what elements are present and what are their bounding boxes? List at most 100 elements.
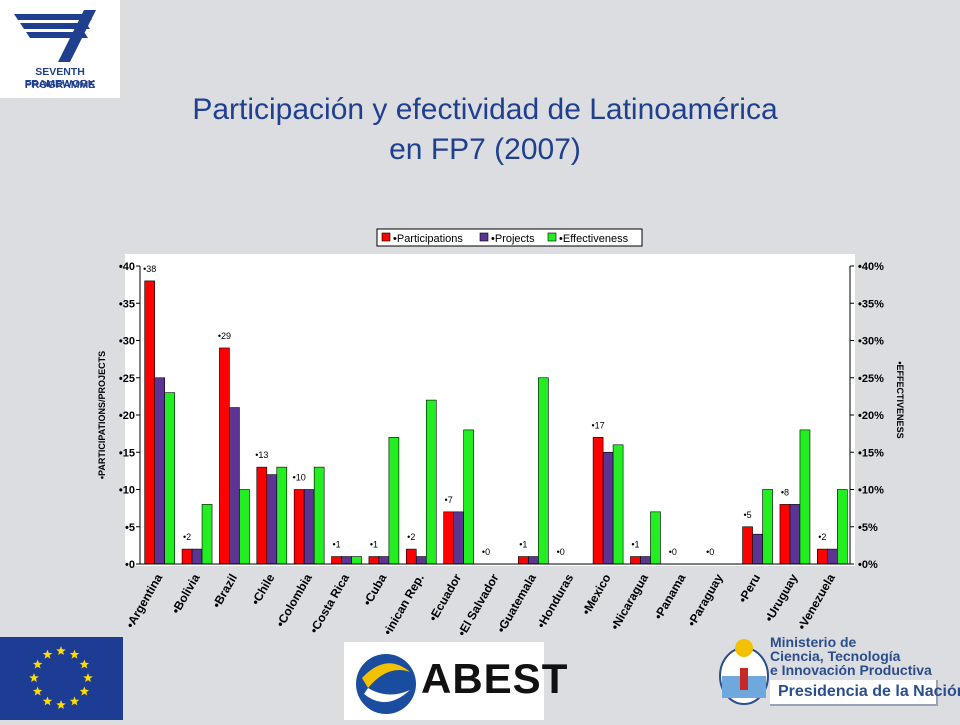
y2-tick-label: •25% xyxy=(858,373,884,385)
x-tick-label: •Ecuador xyxy=(426,571,464,624)
star-icon xyxy=(69,649,80,659)
data-label: •0 xyxy=(557,547,565,557)
bar-effectiveness xyxy=(351,556,362,565)
x-tick-label: •Colombia xyxy=(273,571,315,629)
x-tick-label: •Uruguay xyxy=(762,571,801,624)
abest-swoosh xyxy=(364,688,410,703)
bar-projects xyxy=(266,474,278,565)
x-tick-label: •Mexico xyxy=(579,572,614,618)
abest-wordmark: ABEST xyxy=(421,655,569,702)
bar-projects xyxy=(378,556,390,565)
star-icon xyxy=(32,686,43,696)
x-tick-label: •Bolivia xyxy=(169,571,203,616)
bar-projects xyxy=(602,451,614,565)
bar-participations xyxy=(630,556,641,565)
data-label: •1 xyxy=(519,540,527,550)
x-tick-label: •Guatemala xyxy=(494,571,539,635)
x-tick-label: •Chile xyxy=(248,571,277,607)
y2-tick-label: •35% xyxy=(858,298,884,310)
legend-label-projects: •Projects xyxy=(491,233,535,245)
star-icon xyxy=(42,696,53,706)
star-icon xyxy=(83,673,93,682)
data-label: •7 xyxy=(445,495,453,505)
fp7-logo: SEVENTH FRAMEWORK PROGRAMME xyxy=(0,0,120,98)
legend-swatch-effectiveness xyxy=(547,232,557,242)
data-label: •0 xyxy=(669,547,677,557)
y-tick-label: •10 xyxy=(119,485,135,497)
y2-axis-label: •EFFECTIVENESS xyxy=(895,361,905,438)
bar-participations xyxy=(181,548,193,565)
fp7-emblem xyxy=(14,10,96,62)
y-tick-label: •35 xyxy=(119,298,135,310)
y-tick-label: •30 xyxy=(119,336,135,348)
y2-tick-label: •10% xyxy=(858,485,884,497)
data-label: •17 xyxy=(592,420,605,430)
bar-projects xyxy=(827,548,838,565)
bars-group: •38 •2 •29 •13 •10 •1 •1 •2 •7 •0 •1 •0 •17 •1 •0 •0 •5 •… xyxy=(143,264,848,565)
bar-effectiveness xyxy=(612,444,624,565)
fp7-stripe xyxy=(20,23,90,29)
y-tick-label: •15 xyxy=(119,447,135,459)
data-label: •2 xyxy=(818,532,826,542)
legend-label-effectiveness: •Effectiveness xyxy=(559,233,629,245)
y2-tick-label: •5% xyxy=(858,522,878,534)
abest-circle xyxy=(356,654,416,714)
y-tick-label: •40 xyxy=(119,261,135,273)
bar-projects xyxy=(303,489,315,565)
bar-participations xyxy=(405,548,417,565)
bar-participations xyxy=(331,556,342,565)
ministry-line-3: e Innovación Productiva xyxy=(770,662,932,678)
x-tick-label: •Nicaragua xyxy=(608,571,651,632)
x-tick-label: •Paraguay xyxy=(685,571,726,629)
title-line-2: en FP7 (2007) xyxy=(389,133,581,166)
bar-participations xyxy=(443,511,454,565)
star-icon xyxy=(79,659,90,669)
y2-tick-label: •0% xyxy=(858,559,878,571)
y2-tick-label: •15% xyxy=(858,447,884,459)
data-label: •1 xyxy=(332,540,340,550)
bar-effectiveness xyxy=(762,489,773,565)
legend-box xyxy=(376,228,643,247)
fp7-seven xyxy=(58,10,96,62)
y-tick-label: •5 xyxy=(125,522,135,534)
bar-participations xyxy=(219,347,230,565)
bar-participations xyxy=(518,556,529,565)
bar-projects xyxy=(341,556,352,565)
legend-label-participations: •Participations xyxy=(393,233,463,245)
star-icon xyxy=(29,673,39,682)
chart-legend: •Participations •Projects •Effectiveness xyxy=(376,228,643,247)
data-label: •10 xyxy=(293,473,306,483)
bar-effectiveness xyxy=(650,511,661,565)
y2-tick-label: •20% xyxy=(858,410,884,422)
bar-participations xyxy=(368,556,380,565)
data-label: •1 xyxy=(370,540,378,550)
bar-projects xyxy=(528,556,539,565)
data-label: •5 xyxy=(744,510,752,520)
y-tick-label: •20 xyxy=(119,410,135,422)
bar-projects xyxy=(415,556,427,565)
y-axis-label: •PARTICIPATIONS/PROJECTS xyxy=(97,351,107,479)
data-label: •2 xyxy=(183,532,191,542)
x-tick-label: •Cuba xyxy=(360,571,389,608)
fp7-caption-line2: PROGRAMME xyxy=(24,79,96,91)
x-tick-label: •Panama xyxy=(651,571,688,622)
y-tick-label: •25 xyxy=(119,373,135,385)
y-tick-label: •0 xyxy=(125,559,135,571)
coat-of-arms-icon xyxy=(719,639,769,705)
bar-effectiveness xyxy=(201,504,213,565)
fp7-stripe xyxy=(14,14,92,20)
data-label: •8 xyxy=(781,487,789,497)
data-label: •1 xyxy=(631,540,639,550)
bar-effectiveness xyxy=(425,399,437,565)
legend-swatch-participations xyxy=(381,232,391,242)
bar-effectiveness xyxy=(837,489,848,565)
y2-tick-label: •40% xyxy=(858,261,884,273)
x-tick-label: •Venezuela xyxy=(795,571,838,632)
star-icon xyxy=(79,686,90,696)
bar-projects xyxy=(229,407,240,565)
ministry-logo xyxy=(708,630,960,720)
x-tick-label: •Peru xyxy=(736,572,764,606)
x-tick-label: •Honduras xyxy=(534,571,576,630)
bar-effectiveness xyxy=(538,377,549,565)
